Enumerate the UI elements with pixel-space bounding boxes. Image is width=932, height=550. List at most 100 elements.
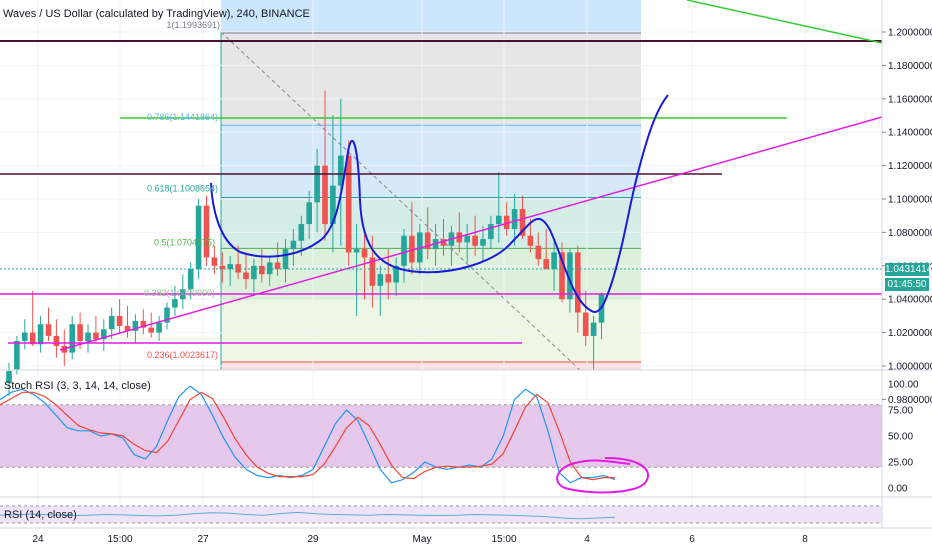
price-tick-label: 1.0000000 — [888, 362, 932, 373]
candle-body — [472, 235, 478, 246]
time-tick-label: May — [413, 534, 432, 545]
candle-body — [290, 240, 297, 250]
candle-body — [211, 257, 218, 266]
candle-body — [116, 315, 123, 326]
fib-zone-1 — [221, 33, 641, 126]
fib-labels: 1(1.1993691) 0.786(1.1441864) 0.618(1.1008… — [144, 20, 220, 360]
candle-body — [298, 224, 305, 241]
candle-body — [77, 324, 83, 341]
drawings — [0, 0, 883, 351]
candle-body — [259, 265, 265, 275]
candle-body — [377, 274, 384, 286]
fib-trend-line — [220, 31, 581, 371]
candle-body — [306, 202, 312, 225]
fib-label-0.236: 0.236(1.0023617) — [147, 350, 218, 360]
stoch-tick-label: 100.00 — [888, 380, 919, 391]
candle-body — [338, 155, 344, 186]
time-tick-label: 15:00 — [107, 534, 132, 545]
stoch-series-K — [0, 385, 616, 484]
pattern-drawing — [210, 94, 669, 313]
fib-zone-382 — [221, 299, 641, 363]
fib-label-1: 1(1.1993691) — [166, 20, 220, 30]
candle-body — [124, 325, 131, 331]
fib-label-0.618: 0.618(1.1008654) — [147, 184, 218, 194]
candle-body — [409, 235, 415, 263]
rsi-band — [0, 506, 882, 523]
price-axis[interactable]: 1.2000000 1.1800000 1.1600000 1.1400000 1.12… — [0, 0, 932, 528]
stoch-tick-label: 50.00 — [888, 432, 913, 443]
price-tick-label: 1.0400000 — [888, 295, 932, 306]
candle-body — [251, 265, 257, 280]
rsi-title: RSI (14, close) — [4, 509, 77, 521]
time-tick-label: 15:00 — [491, 534, 516, 545]
time-tick-label: 24 — [32, 534, 44, 545]
fib-label-0.382: 0.382(1.0400000) — [144, 288, 215, 298]
candle-body — [274, 262, 281, 270]
candle-body — [424, 232, 431, 250]
candle-body — [132, 320, 139, 331]
candle-body — [567, 252, 573, 300]
candle-body — [496, 215, 502, 225]
stoch-series-D — [0, 391, 615, 481]
candle-body — [480, 239, 486, 246]
candle-body — [353, 249, 360, 253]
candle-body — [503, 215, 510, 230]
candle-body — [464, 235, 470, 243]
candle-body — [219, 265, 226, 270]
candle-body — [314, 165, 320, 203]
candle-body — [282, 249, 289, 270]
time-tick-label: 8 — [802, 534, 808, 545]
uptrend-line — [59, 116, 883, 351]
time-tick-label: 6 — [689, 534, 695, 545]
candle-body — [551, 252, 557, 270]
price-tick-label: 1.1600000 — [888, 94, 932, 105]
chart-title: Waves / US Dollar (calculated by Trading… — [3, 8, 310, 20]
price-tick-label: 1.0200000 — [888, 328, 932, 339]
candle-body — [369, 257, 376, 286]
candle-body — [535, 245, 542, 260]
price-tick-label: 0.9800000 — [888, 395, 932, 406]
candle-body — [330, 185, 336, 225]
fib-zone-618 — [221, 197, 641, 249]
rsi-series-RSI — [0, 511, 616, 520]
candle-body — [187, 269, 194, 290]
time-tick-label: 29 — [307, 534, 319, 545]
candle-body — [140, 320, 147, 328]
stoch-rsi-pane: 100.00 75.00 50.00 25.00 0.00 — [0, 380, 932, 498]
price-tick-label: 1.0800000 — [888, 228, 932, 239]
candle-body — [172, 299, 178, 308]
candle-body — [575, 252, 581, 313]
oversold-circle — [556, 457, 650, 494]
candle-body — [37, 324, 44, 345]
candle-body — [401, 235, 407, 266]
price-tick-label: 1.2000000 — [888, 28, 932, 39]
candle-body — [164, 307, 170, 323]
candle-body — [6, 371, 12, 383]
candle-body — [582, 312, 589, 336]
time-axis[interactable]: 24 15:00 27 29 May 15:00 4 6 8 — [32, 534, 808, 545]
price-tick-label: 1.1800000 — [888, 61, 932, 72]
candle-body — [29, 332, 36, 345]
fib-zone-786 — [221, 125, 641, 198]
rsi-pane — [0, 505, 932, 529]
candle-body — [345, 155, 352, 253]
candle-body — [148, 327, 154, 333]
candle-body — [393, 265, 399, 283]
candle-body — [385, 274, 391, 283]
price-tick-label: 1.1200000 — [888, 161, 932, 172]
candle-body — [156, 322, 162, 333]
candle-body — [203, 205, 210, 258]
stoch-rsi-title: Stoch RSI (3, 3, 14, 14, close) — [4, 380, 151, 392]
fib-label-0.5: 0.5(1.0704375) — [154, 237, 215, 247]
candle-body — [361, 249, 368, 258]
price-tick-label: 1.1000000 — [888, 195, 932, 206]
stoch-band — [0, 404, 882, 468]
candle-body — [85, 332, 91, 341]
candle-body — [14, 340, 20, 370]
candle-body — [53, 335, 60, 346]
candle-body — [235, 264, 241, 273]
downtrend-line — [686, 0, 883, 44]
candle-body — [440, 239, 447, 246]
candle-body — [108, 315, 115, 330]
